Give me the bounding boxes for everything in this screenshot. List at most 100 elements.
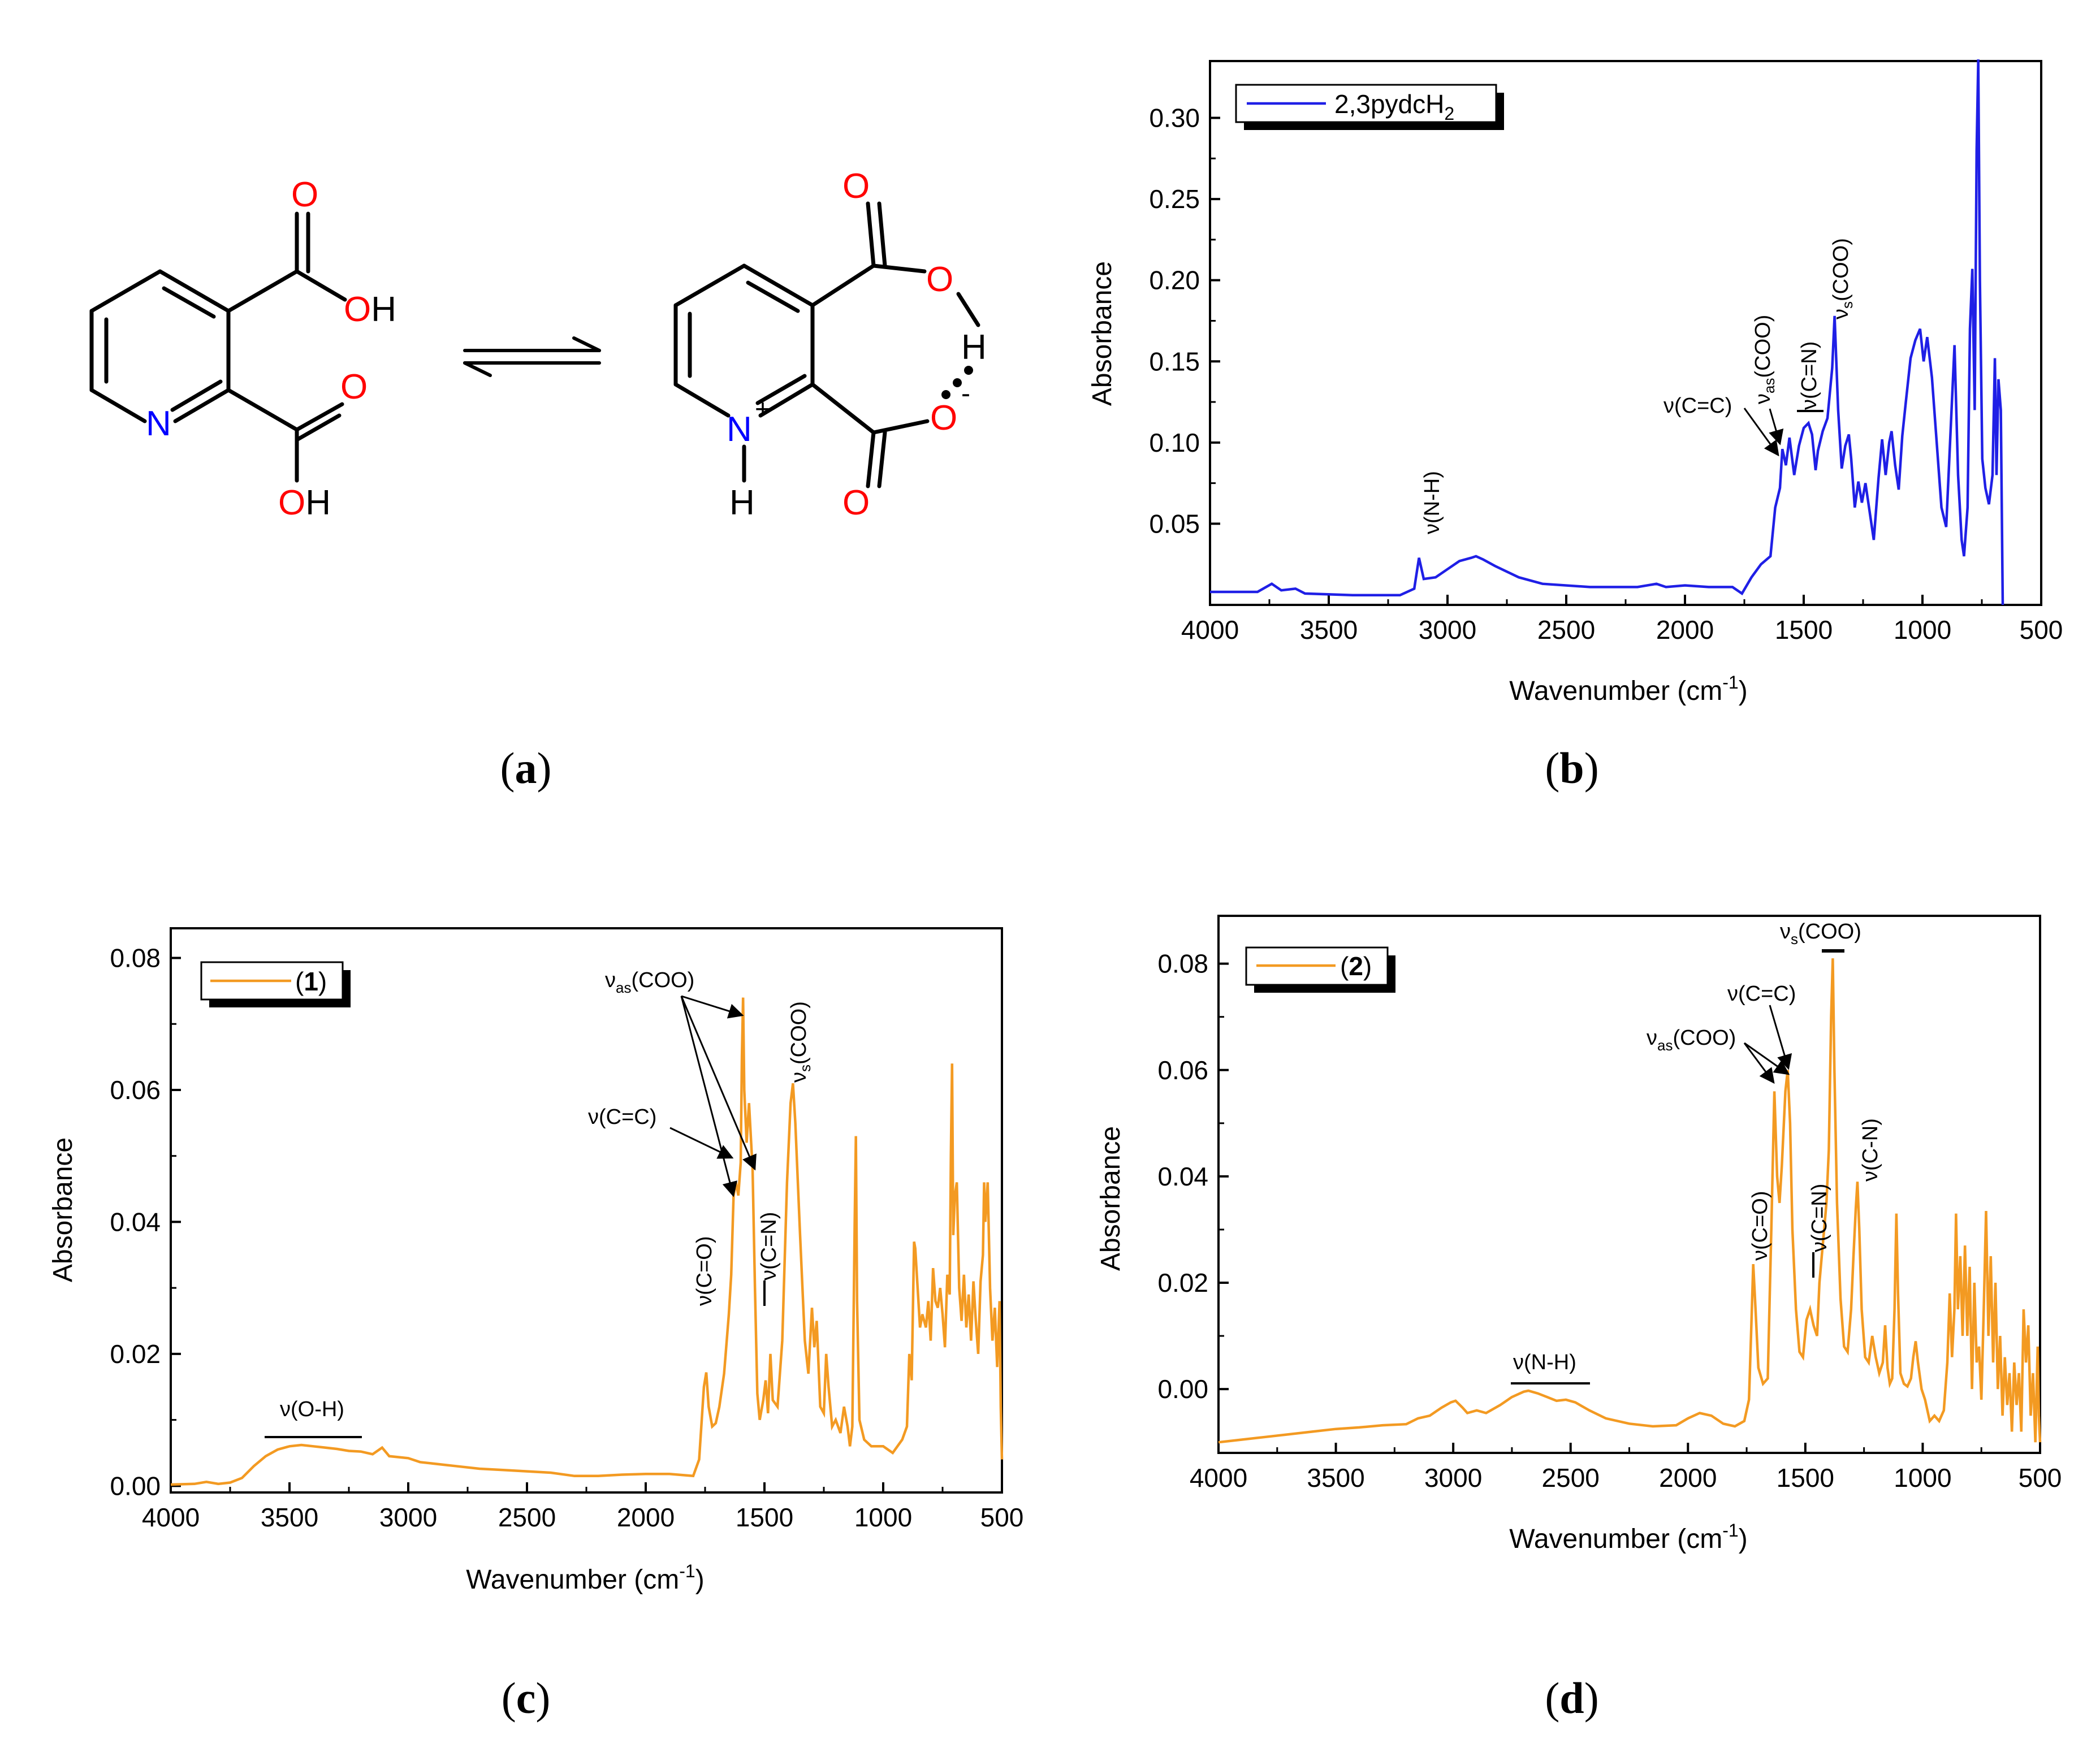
annotation-nu-co: ν(C=O) <box>1748 1191 1772 1261</box>
hbond-dot <box>964 366 973 375</box>
annotation-nu-as-coo: νas(COO) <box>1647 1026 1736 1054</box>
y-axis: 0.00 0.02 0.04 0.06 0.08 <box>1157 949 1229 1404</box>
annotation-nu-c-n: ν(C-N) <box>1859 1118 1882 1182</box>
y-tick-label: 0.06 <box>110 1075 161 1105</box>
y-tick-label: 0.04 <box>1157 1162 1208 1191</box>
x-tick-label: 4000 <box>1190 1463 1247 1492</box>
x-axis: 4000 3500 3000 2500 2000 1500 1000 500 <box>142 1482 1024 1532</box>
y-tick-label: 0.08 <box>1157 949 1208 979</box>
atom-h-n: H <box>729 483 755 522</box>
y-tick-label: 0.30 <box>1149 103 1200 133</box>
x-axis-label: Wavenumber (cm-1) <box>1509 1520 1747 1554</box>
y-axis-label: Absorbance <box>48 1137 78 1282</box>
legend-label: (1) <box>295 967 327 996</box>
annotation-nu-cn: ν(C=N) <box>1808 1184 1831 1252</box>
x-tick-label: 1000 <box>854 1503 912 1532</box>
x-tick-label: 1500 <box>1775 615 1833 644</box>
annotation-nu-nh: ν(N-H) <box>1513 1351 1576 1374</box>
atom-o: O <box>842 483 870 522</box>
annotation-nu-as-coo: νas(COO) <box>605 968 694 996</box>
x-tick-label: 4000 <box>142 1503 200 1532</box>
y-tick-label: 0.20 <box>1149 266 1200 295</box>
legend-label: 2,3pydcH2 <box>1334 89 1454 124</box>
atom-oh: OH <box>344 290 396 329</box>
plot-frame <box>1217 915 2041 1454</box>
atom-oh-h: H <box>305 483 331 522</box>
panel-label-b: (b) <box>1545 743 1598 793</box>
x-tick-label: 2000 <box>617 1503 675 1532</box>
atom-o: O <box>291 175 318 214</box>
charge-plus: + <box>755 395 771 425</box>
x-tick-label: 3500 <box>261 1503 318 1532</box>
x-axis: 4000 3500 3000 2500 2000 1500 1000 500 <box>1181 595 2063 644</box>
annotation-arrow <box>1743 408 1779 457</box>
atom-o: O <box>340 367 368 406</box>
y-tick-label: 0.00 <box>110 1471 161 1500</box>
y-tick-label: 0.08 <box>110 944 161 973</box>
annotation-arrow <box>1743 1042 1775 1084</box>
atom-n: N <box>146 404 171 443</box>
series-line <box>1218 958 2042 1444</box>
atom-n-plus: N <box>727 410 752 449</box>
x-tick-label: 500 <box>980 1503 1024 1532</box>
x-axis: 4000 3500 3000 2500 2000 1500 1000 500 <box>1190 1443 2062 1492</box>
x-tick-label: 500 <box>2019 1463 2062 1492</box>
annotation-arrow <box>1769 1005 1792 1070</box>
x-tick-label: 2500 <box>1542 1463 1600 1492</box>
y-tick-label: 0.04 <box>110 1207 161 1236</box>
x-tick-label: 2000 <box>1656 615 1714 644</box>
y-tick-label: 0.25 <box>1149 184 1200 214</box>
atom-oh-o: O <box>278 483 305 522</box>
x-tick-label: 3500 <box>1300 615 1358 644</box>
chart-c: 4000 3500 3000 2500 2000 1500 1000 500 0.00 0.02… <box>48 927 1024 1595</box>
annotation-nu-cc: ν(C=C) <box>1663 394 1732 418</box>
atom-h-hbond: H <box>961 328 987 367</box>
x-tick-label: 500 <box>2020 615 2063 644</box>
y-tick-label: 0.06 <box>1157 1055 1208 1085</box>
x-tick-label: 1500 <box>736 1503 793 1532</box>
x-tick-label: 2500 <box>1537 615 1595 644</box>
series-line <box>1210 59 2004 605</box>
plot-frame <box>1209 60 2042 606</box>
y-tick-label: 0.00 <box>1157 1374 1208 1404</box>
annotation-arrow <box>680 996 757 1171</box>
y-tick-label: 0.15 <box>1149 347 1200 376</box>
equilibrium-arrows <box>463 336 601 377</box>
x-tick-label: 1000 <box>1894 1463 1951 1492</box>
atom-oh-h: H <box>371 290 396 329</box>
legend: (1) <box>200 961 351 1007</box>
x-tick-label: 3000 <box>379 1503 437 1532</box>
annotation-arrow <box>669 1127 734 1159</box>
annotation-nu-oh: ν(O-H) <box>280 1397 344 1421</box>
y-tick-label: 0.02 <box>1157 1268 1208 1297</box>
atom-o: O <box>842 167 870 206</box>
annotation-nu-cc: ν(C=C) <box>1727 982 1796 1006</box>
chart-b: 4000 3500 3000 2500 2000 1500 1000 500 0.05 0.10… <box>1087 59 2063 706</box>
right-pyridine-ring <box>673 201 980 488</box>
hbond-dot <box>953 378 962 387</box>
panel-label-c: (c) <box>502 1673 551 1723</box>
annotation-nu-s-coo: νs(COO) <box>787 1001 814 1083</box>
x-tick-label: 2500 <box>498 1503 556 1532</box>
chemical-scheme: O OH N O OH <box>89 167 987 522</box>
annotation-nu-nh: ν(N-H) <box>1420 471 1444 534</box>
annotation-nu-as-coo: νas(COO) <box>1751 315 1778 404</box>
annotation-nu-cn: ν(C=N) <box>757 1212 781 1280</box>
annotation-nu-cn: ν(C=N) <box>1797 341 1821 410</box>
x-axis-label: Wavenumber (cm-1) <box>1509 672 1747 706</box>
atom-oh: OH <box>278 483 331 522</box>
legend: 2,3pydcH2 <box>1235 84 1504 130</box>
legend: (2) <box>1245 946 1395 993</box>
x-tick-label: 3000 <box>1419 615 1476 644</box>
left-pyridine-ring <box>89 211 347 483</box>
x-axis-label: Wavenumber (cm-1) <box>466 1561 704 1595</box>
atom-o-minus: O <box>930 399 957 438</box>
x-tick-label: 3000 <box>1424 1463 1482 1492</box>
x-tick-label: 3500 <box>1307 1463 1364 1492</box>
annotation-arrow <box>680 996 737 1197</box>
x-tick-label: 1500 <box>1777 1463 1834 1492</box>
charge-minus: - <box>961 379 970 409</box>
y-tick-label: 0.05 <box>1149 509 1200 538</box>
y-tick-label: 0.02 <box>110 1339 161 1369</box>
